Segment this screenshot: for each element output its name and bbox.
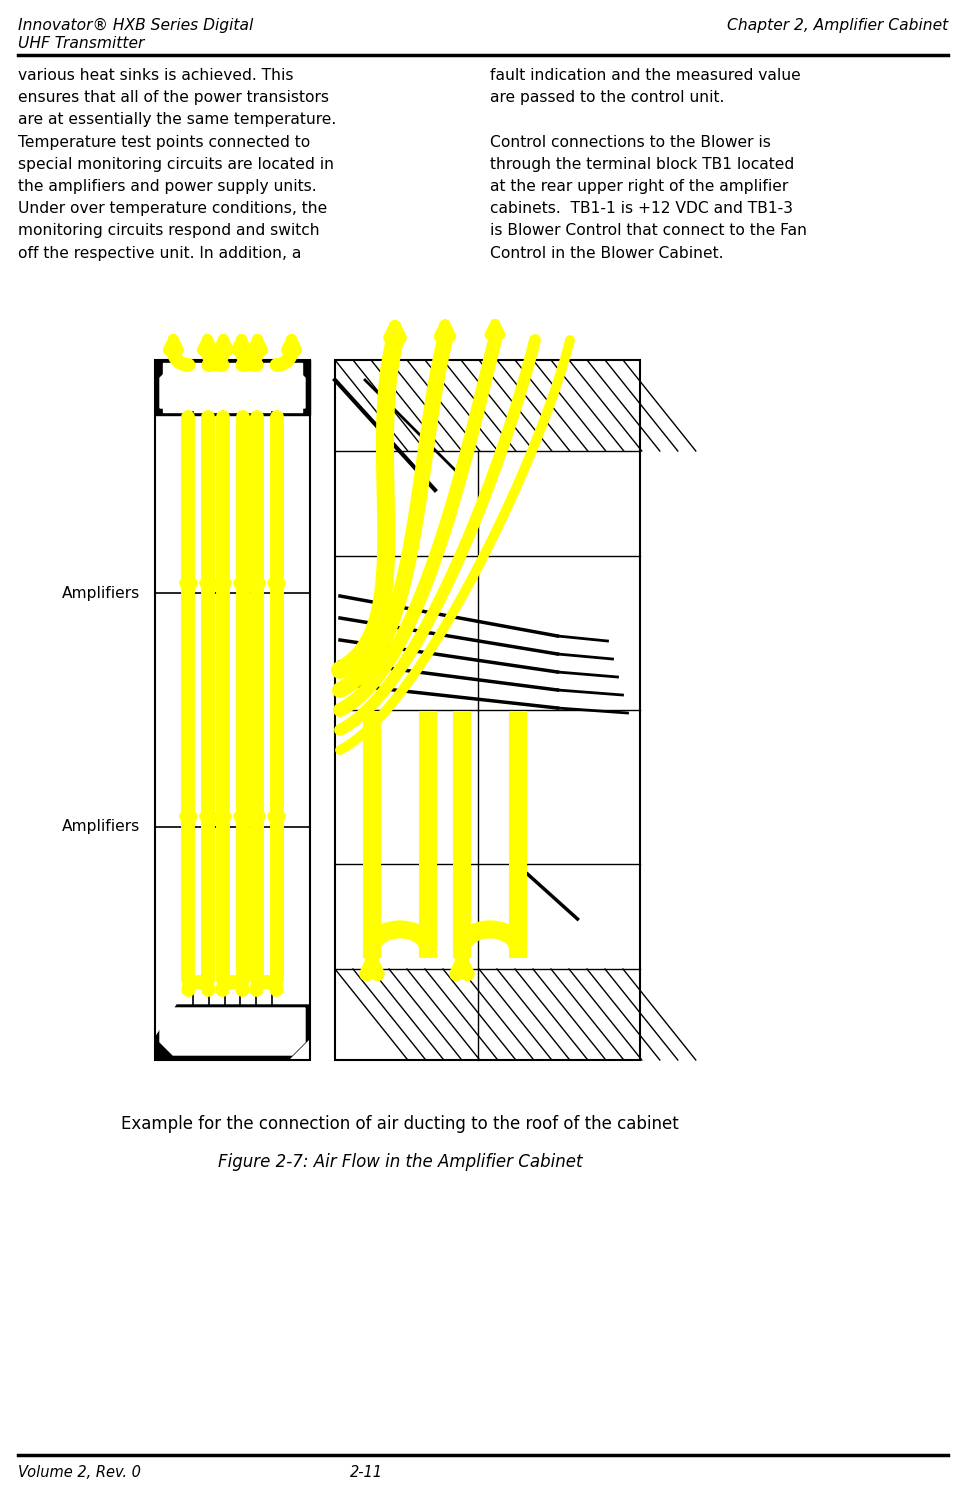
Polygon shape xyxy=(163,362,302,412)
Bar xyxy=(155,359,310,1060)
Polygon shape xyxy=(160,1007,305,1055)
Text: Example for the connection of air ducting to the roof of the cabinet: Example for the connection of air ductin… xyxy=(121,1115,679,1133)
Text: Volume 2, Rev. 0: Volume 2, Rev. 0 xyxy=(18,1466,141,1481)
Text: various heat sinks is achieved. This
ensures that all of the power transistors
a: various heat sinks is achieved. This ens… xyxy=(18,67,336,260)
Text: UHF Transmitter: UHF Transmitter xyxy=(18,36,144,51)
Text: Amplifiers: Amplifiers xyxy=(62,585,140,600)
Text: Chapter 2, Amplifier Cabinet: Chapter 2, Amplifier Cabinet xyxy=(726,18,948,33)
Text: Figure 2-7: Air Flow in the Amplifier Cabinet: Figure 2-7: Air Flow in the Amplifier Ca… xyxy=(217,1153,582,1171)
Text: Amplifiers: Amplifiers xyxy=(62,819,140,834)
Text: fault indication and the measured value
are passed to the control unit.

Control: fault indication and the measured value … xyxy=(490,67,807,260)
Polygon shape xyxy=(160,365,305,409)
Polygon shape xyxy=(155,359,310,415)
Polygon shape xyxy=(155,359,310,412)
Bar xyxy=(335,359,640,1060)
Text: 2-11: 2-11 xyxy=(350,1466,383,1481)
Polygon shape xyxy=(155,359,310,412)
Text: Innovator® HXB Series Digital: Innovator® HXB Series Digital xyxy=(18,18,253,33)
Polygon shape xyxy=(155,1004,310,1060)
